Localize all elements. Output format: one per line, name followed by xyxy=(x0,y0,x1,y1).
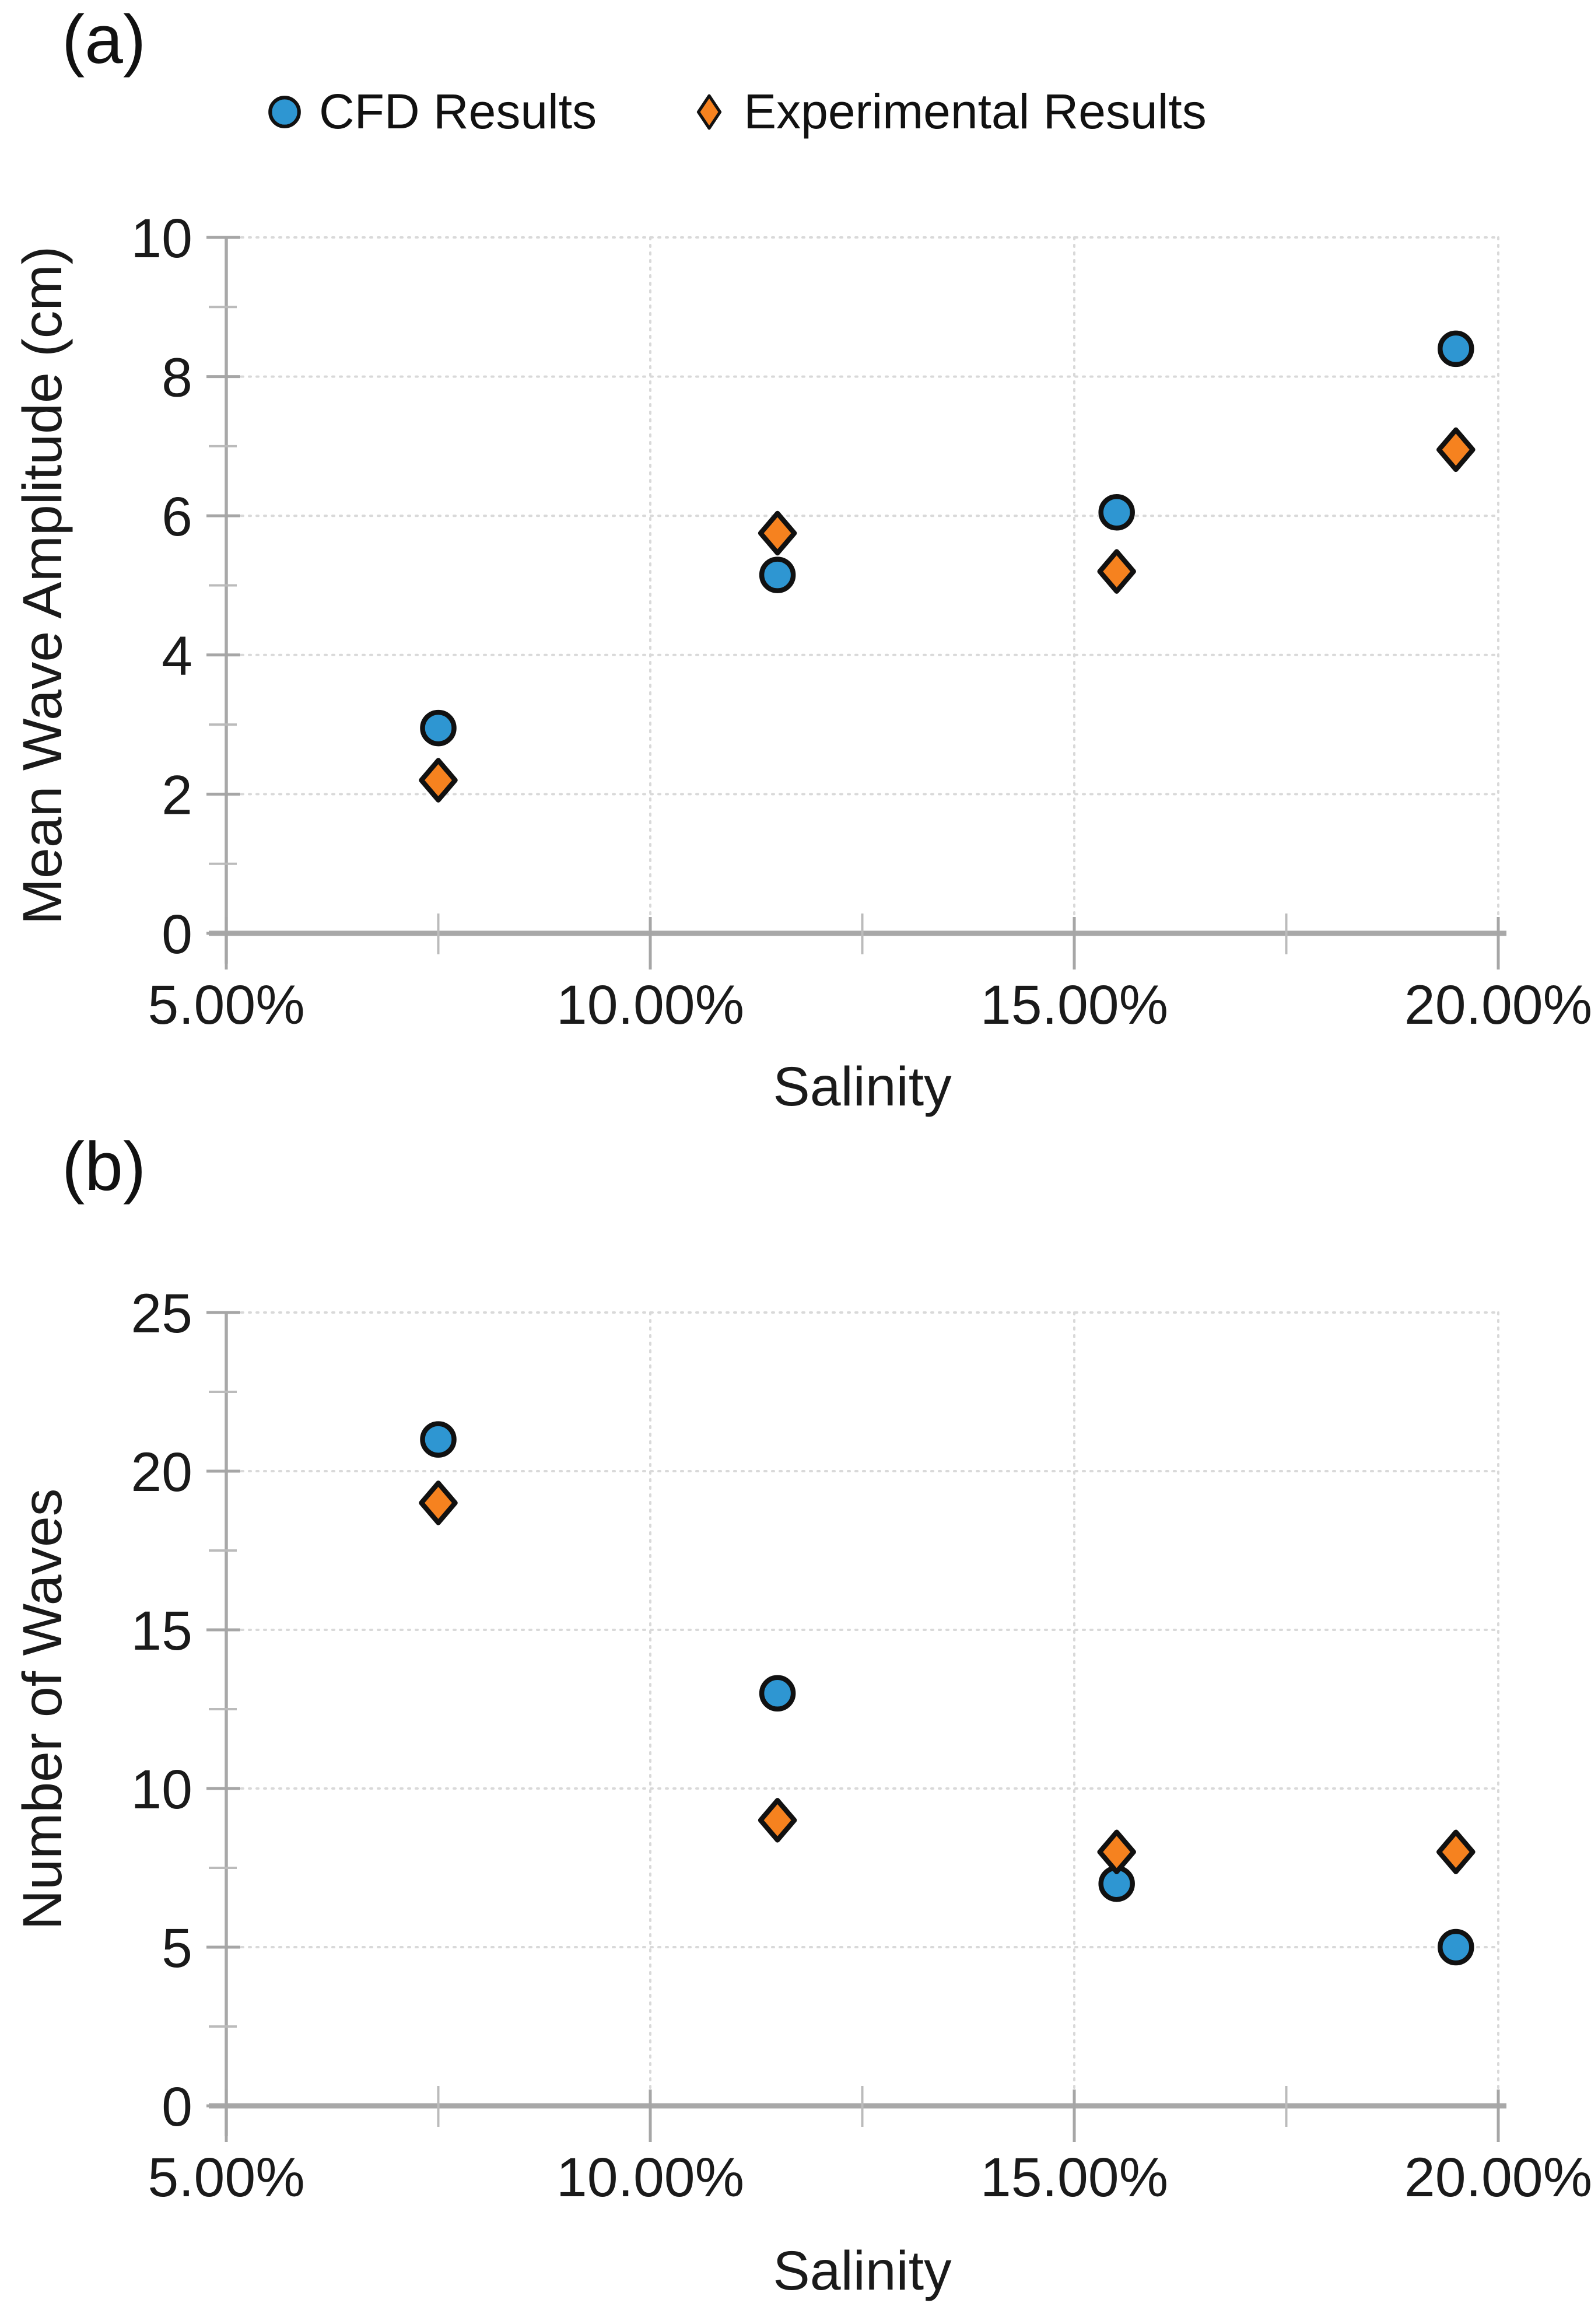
x-axis-title: Salinity xyxy=(773,1056,952,1118)
legend-label-cfd: CFD Results xyxy=(319,84,597,139)
panel-b-label: (b) xyxy=(62,1128,146,1205)
x-tick-label: 10.00% xyxy=(556,2147,744,2208)
x-axis-title: Salinity xyxy=(773,2240,952,2302)
y-tick-label: 4 xyxy=(162,625,192,687)
marker-diamond-experimental xyxy=(419,1480,458,1525)
x-tick-label: 20.00% xyxy=(1404,974,1591,1036)
y-tick-label: 20 xyxy=(131,1441,192,1503)
chart-a-mean-wave-amplitude: 5.00% 10.00% 15.00% 20.00% 0 2 4 6 8 10 Salinity Me… xyxy=(12,210,1591,1118)
y-tick-label: 2 xyxy=(162,764,192,826)
legend-item-cfd: CFD Results xyxy=(265,83,597,140)
experimental-diamond-icon xyxy=(696,94,722,130)
y-tick-label: 0 xyxy=(162,2076,192,2138)
legend-item-experimental: Experimental Results xyxy=(690,83,1207,140)
panel-a-label: (a) xyxy=(62,1,146,78)
marker-circle-cfd xyxy=(1098,494,1135,531)
marker-circle-cfd xyxy=(420,1421,457,1458)
x-tick-label: 15.00% xyxy=(980,974,1168,1036)
marker-circle-cfd xyxy=(759,1675,796,1712)
x-tick-label: 10.00% xyxy=(556,974,744,1036)
x-tick-label: 5.00% xyxy=(148,974,304,1036)
y-tick-label: 6 xyxy=(162,486,192,548)
y-tick-label: 25 xyxy=(131,1283,192,1345)
marker-circle-cfd xyxy=(1438,330,1474,368)
y-axis-title: Number of Waves xyxy=(12,1489,73,1930)
marker-diamond-experimental xyxy=(1097,549,1136,594)
y-tick-label: 15 xyxy=(131,1600,192,1662)
marker-circle-cfd xyxy=(759,556,796,593)
marker-diamond-experimental xyxy=(758,510,797,556)
y-tick-label: 10 xyxy=(131,1759,192,1821)
y-tick-label: 8 xyxy=(162,347,192,409)
marker-diamond-experimental xyxy=(1097,1829,1136,1875)
y-axis-title: Mean Wave Amplitude (cm) xyxy=(12,246,73,925)
y-tick-label: 0 xyxy=(162,904,192,965)
marker-circle-cfd xyxy=(1438,1929,1474,1966)
marker-diamond-experimental xyxy=(1436,427,1476,473)
x-tick-label: 20.00% xyxy=(1404,2147,1591,2208)
marker-diamond-experimental xyxy=(1436,1829,1476,1875)
y-tick-label: 5 xyxy=(162,1917,192,1979)
legend-label-experimental: Experimental Results xyxy=(744,84,1207,139)
marker-circle-cfd xyxy=(420,709,457,747)
y-tick-label: 10 xyxy=(131,210,192,270)
x-tick-label: 15.00% xyxy=(980,2147,1168,2208)
marker-diamond-experimental xyxy=(419,758,458,803)
chart-b-number-of-waves: 5.00% 10.00% 15.00% 20.00% 0 5 10 15 20 25 Salinit… xyxy=(12,1283,1591,2302)
marker-diamond-experimental xyxy=(758,1798,797,1843)
cfd-circle-icon xyxy=(268,95,301,128)
x-tick-label: 5.00% xyxy=(148,2147,304,2208)
legend: CFD Results Experimental Results xyxy=(265,83,1207,140)
